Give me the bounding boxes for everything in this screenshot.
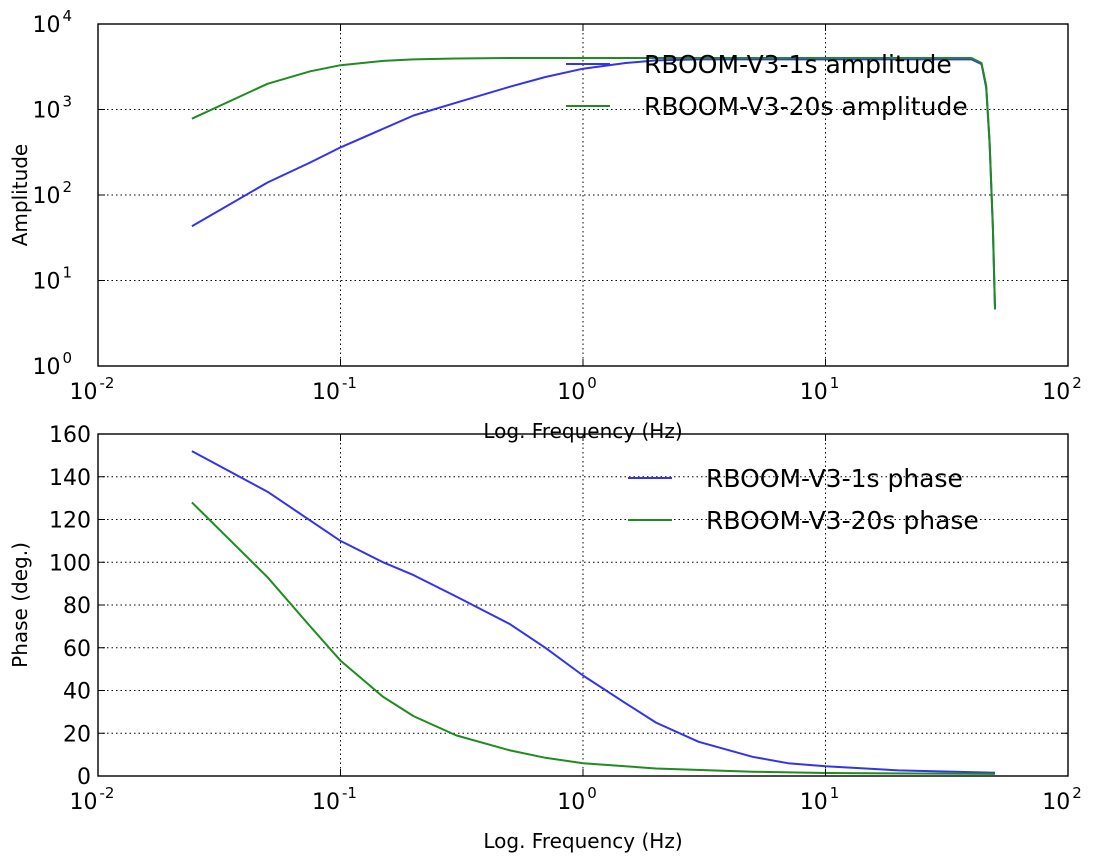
series-line-green (191, 57, 996, 310)
y-tick-label: 0 (77, 765, 91, 790)
series-line-green (191, 501, 996, 775)
series-line-blue (191, 450, 996, 774)
x-axis-label: Log. Frequency (Hz) (483, 829, 682, 853)
y-axis-label: Amplitude (8, 144, 32, 247)
x-tick-label: 10 0 (557, 374, 597, 405)
x-tick-label: 10 2 (1042, 784, 1082, 815)
y-tick-label: 40 (63, 680, 91, 705)
y-tick-label: 160 (49, 423, 91, 448)
x-tick-label: 10 0 (557, 784, 597, 815)
x-tick-label: 10 -1 (312, 374, 357, 405)
y-tick-label: 60 (63, 637, 91, 662)
x-tick-label: 10 1 (800, 784, 840, 815)
legend-label: RBOOM-V3-20s amplitude (644, 92, 968, 121)
y-tick-label: 20 (63, 722, 91, 747)
y-tick-label: 120 (49, 509, 91, 534)
y-tick-label: 10 4 (32, 7, 72, 38)
y-axis-label: Phase (deg.) (8, 542, 32, 668)
legend-label: RBOOM-V3-1s phase (706, 464, 963, 493)
y-tick-label: 10 3 (32, 93, 72, 124)
legend-label: RBOOM-V3-20s phase (706, 506, 979, 535)
x-tick-label: 10 2 (1042, 374, 1082, 405)
x-tick-label: 10 -2 (70, 374, 115, 405)
legend: RBOOM-V3-1s phase RBOOM-V3-20s phase (628, 464, 979, 535)
legend-label: RBOOM-V3-1s amplitude (644, 50, 952, 79)
legend: RBOOM-V3-1s amplitude RBOOM-V3-20s amplit… (566, 50, 968, 121)
y-tick-label: 10 2 (32, 178, 72, 209)
y-tick-label: 10 1 (32, 264, 72, 295)
y-tick-label: 140 (49, 466, 91, 491)
y-tick-label: 80 (63, 594, 91, 619)
x-tick-label: 10 -1 (312, 784, 357, 815)
y-tick-label: 100 (49, 551, 91, 576)
panel-phase: 10 -2 10 -1 10 0 10 1 10 2020406080100120140160Lo… (8, 423, 1082, 853)
x-tick-label: 10 1 (800, 374, 840, 405)
